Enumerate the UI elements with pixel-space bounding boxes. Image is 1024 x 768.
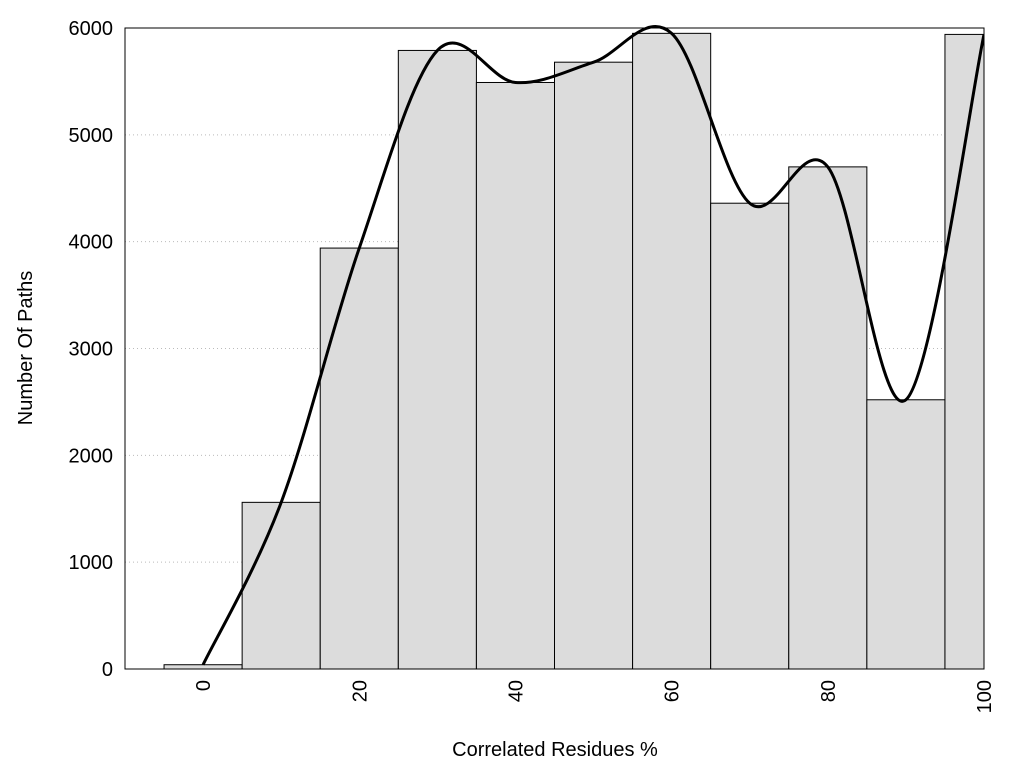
y-tick-label: 6000 bbox=[69, 18, 114, 40]
y-tick-label: 1000 bbox=[69, 552, 114, 574]
bar bbox=[397, 49, 477, 669]
x-tick-label: 0 bbox=[193, 680, 215, 691]
x-tick-label: 20 bbox=[349, 680, 371, 702]
bars bbox=[163, 32, 984, 669]
bar bbox=[163, 664, 243, 669]
x-tick-label: 100 bbox=[974, 680, 996, 713]
y-tick-label: 4000 bbox=[69, 232, 114, 254]
x-axis-label: Correlated Residues % bbox=[452, 739, 658, 761]
x-tick-label: 80 bbox=[818, 680, 840, 702]
bar bbox=[475, 81, 555, 669]
bar bbox=[866, 399, 946, 669]
bar bbox=[632, 32, 712, 669]
x-tick-label: 40 bbox=[505, 680, 527, 702]
y-tick-label: 0 bbox=[102, 659, 113, 681]
bar bbox=[710, 202, 790, 669]
y-tick-label: 2000 bbox=[69, 445, 114, 467]
bar bbox=[241, 501, 321, 669]
smooth-curve bbox=[201, 25, 984, 666]
bar bbox=[788, 166, 868, 669]
y-tick-label: 3000 bbox=[69, 339, 114, 361]
x-tick-label: 60 bbox=[662, 680, 684, 702]
y-tick-label: 5000 bbox=[69, 125, 114, 147]
y-axis-label: Number Of Paths bbox=[15, 271, 37, 426]
bar bbox=[554, 61, 634, 669]
plot-frame bbox=[124, 27, 985, 670]
bar bbox=[319, 247, 399, 669]
